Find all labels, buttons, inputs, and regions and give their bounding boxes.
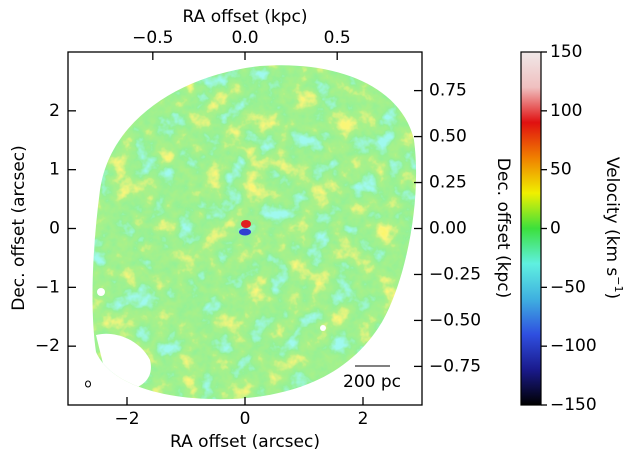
y-tick-label: 2	[49, 101, 60, 121]
y2-tick-label: 0.25	[429, 173, 467, 193]
contour	[85, 380, 91, 388]
velocity-map	[92, 65, 417, 400]
colorbar-label: Velocity (km s−1)	[602, 157, 625, 299]
colorbar-label-sup: −1	[612, 276, 625, 292]
colorbar-tick-label: 0	[550, 219, 561, 239]
y-axis-label: Dec. offset (arcsec)	[9, 145, 29, 311]
y2-tick-label: −0.25	[429, 264, 481, 284]
x-axis-label: RA offset (arcsec)	[170, 432, 320, 452]
y2-tick-label: −0.50	[429, 310, 481, 330]
y-tick-label: −2	[35, 336, 60, 356]
colorbar-label-text: Velocity (km s	[602, 157, 622, 277]
colorbar-tick-label: −50	[550, 277, 586, 297]
y2-tick-label: −0.75	[429, 356, 481, 376]
y2-tick-label: 0.00	[429, 219, 467, 239]
x2-tick-label: 0.0	[231, 28, 258, 48]
colorbar-tick-label: 100	[550, 101, 582, 121]
scale-bar-label: 200 pc	[343, 372, 401, 392]
colorbar-tick-label: −150	[550, 395, 597, 415]
x-tick-label: 2	[358, 409, 369, 429]
y2-tick-label: 0.75	[429, 81, 467, 101]
x2-axis-label: RA offset (kpc)	[183, 7, 308, 27]
colorbar-tick-label: 50	[550, 160, 572, 180]
colorbar-tick-label: −100	[550, 336, 597, 356]
y-tick-label: −1	[35, 277, 60, 297]
y-tick-label: 1	[49, 160, 60, 180]
x-tick-label: 0	[240, 409, 251, 429]
colorbar	[520, 51, 542, 406]
y2-axis-label: Dec. offset (kpc)	[493, 158, 513, 298]
y2-tick-label: 0.50	[429, 127, 467, 147]
colorbar-tick-label: 150	[550, 42, 582, 62]
x2-tick-label: −0.5	[132, 28, 173, 48]
x2-tick-label: 0.5	[324, 28, 351, 48]
x-tick-label: −2	[114, 409, 139, 429]
y-tick-label: 0	[49, 219, 60, 239]
colorbar-label-end: )	[602, 292, 622, 299]
